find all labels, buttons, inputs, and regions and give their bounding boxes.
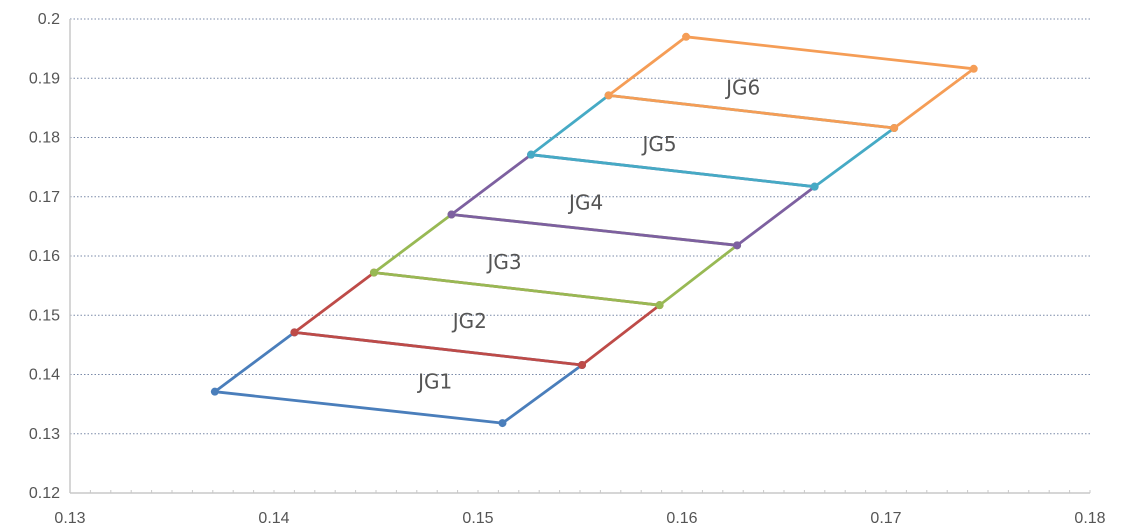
axes [69,19,1091,494]
x-tick-label-1: 0.14 [258,510,289,527]
series-point-jg3-0 [369,268,378,277]
region-label-jg2: JG2 [451,309,487,333]
x-tick-label-3: 0.16 [666,510,697,527]
y-tick-label-1: 0.13 [29,426,60,443]
series-point-jg4-0 [447,210,456,219]
y-tick-label-0: 0.12 [29,485,60,502]
region-label-jg4: JG4 [567,191,603,215]
series-group [210,32,978,428]
y-tick-label-7: 0.19 [29,70,60,87]
region-labels: JG1 JG2 JG3 JG4 JG5 JG6 [416,76,760,394]
region-label-jg6: JG6 [724,76,760,100]
y-tick-label-3: 0.15 [29,307,60,324]
region-label-jg5: JG5 [640,132,676,156]
x-tick-label-4: 0.17 [870,510,901,527]
x-tick-label-2: 0.15 [462,510,493,527]
y-tick-label-5: 0.17 [29,189,60,206]
series-line-jg4 [450,153,816,247]
series-point-jg2-1 [578,361,587,370]
series-line-jg3 [373,213,739,307]
x-tick-labels: 0.13 0.14 0.15 0.16 0.17 0.18 [54,510,1105,527]
series-line-jg5 [530,94,896,189]
series-point-jg2-0 [290,328,299,337]
y-tick-label-4: 0.16 [29,248,60,265]
series-point-jg3-1 [655,301,664,310]
x-tick-label-5: 0.18 [1074,510,1105,527]
series-point-jg6-2 [969,64,978,73]
series-point-jg6-0 [604,91,613,100]
series-point-jg5-1 [810,182,819,191]
y-tick-label-8: 0.2 [38,11,60,28]
region-label-jg1: JG1 [416,370,452,394]
series-point-jg6-3 [682,32,691,41]
x-tick-label-0: 0.13 [54,510,85,527]
y-tick-label-2: 0.14 [29,367,60,384]
y-tick-labels: 0.12 0.13 0.14 0.15 0.16 0.17 0.18 0.19 0.2 [29,11,60,502]
series-point-jg5-0 [527,150,536,159]
series-line-jg6 [607,35,976,130]
series-line-jg1 [213,331,584,425]
region-label-jg3: JG3 [485,250,521,274]
series-point-jg4-1 [733,241,742,250]
series-point-jg1-0 [210,387,219,396]
series-point-jg1-1 [498,419,507,428]
y-tick-label-6: 0.18 [29,130,60,147]
gridlines [70,18,1090,435]
series-point-jg6-1 [890,124,899,133]
